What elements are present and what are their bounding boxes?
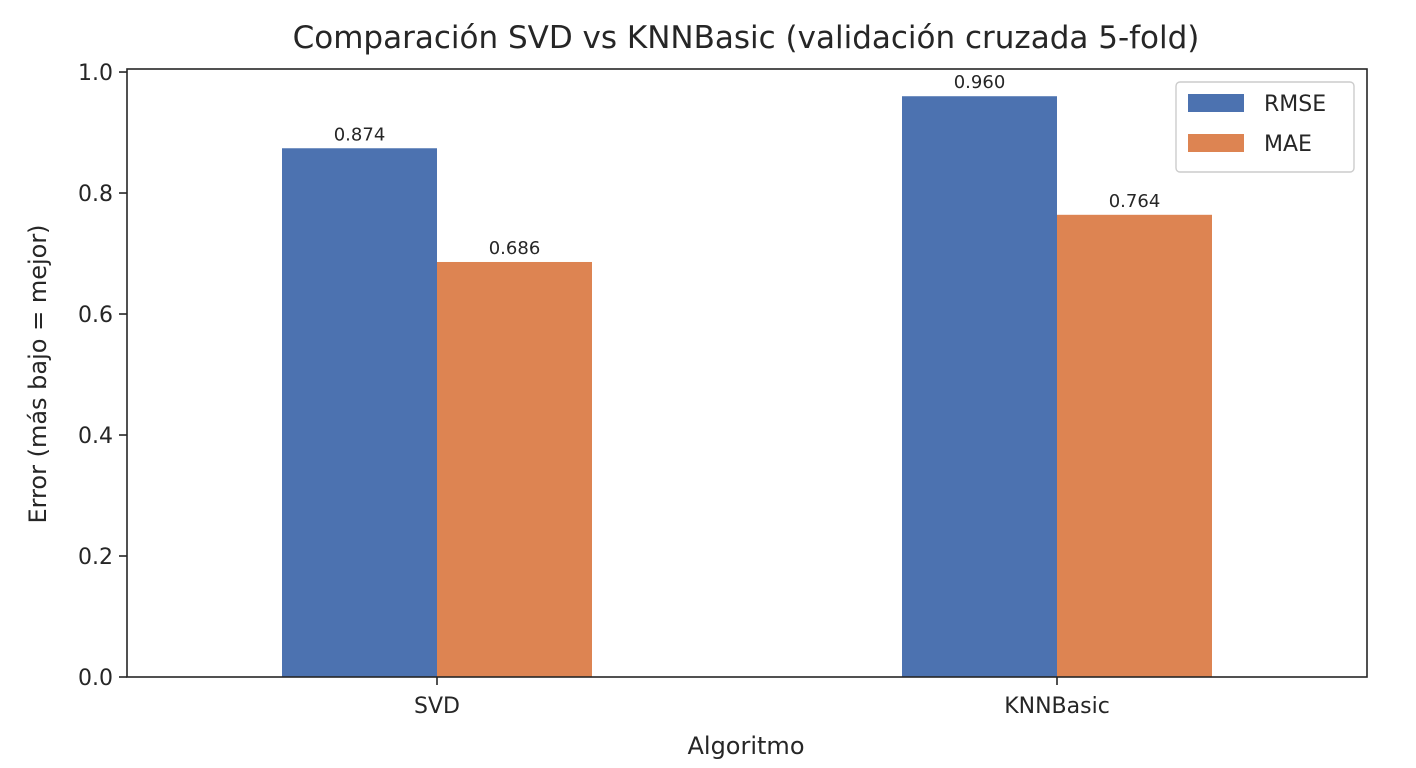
data-label-rmse-knnbasic: 0.960 [954, 72, 1006, 93]
data-label-mae-knnbasic: 0.764 [1109, 191, 1161, 212]
legend-swatch-mae [1188, 134, 1244, 152]
bar-mae-svd [437, 261, 592, 677]
legend-swatch-rmse [1188, 94, 1244, 112]
data-label-mae-svd: 0.686 [489, 238, 541, 259]
data-label-rmse-svd: 0.874 [334, 124, 386, 145]
legend: RMSE MAE [1175, 81, 1355, 173]
y-tick-label-0: 0.0 [78, 666, 113, 691]
bar-rmse-svd [282, 148, 437, 678]
bar-mae-knnbasic [1057, 214, 1212, 677]
y-tick-label-1: 0.2 [78, 545, 113, 570]
y-tick-label-2: 0.4 [78, 424, 113, 449]
axes-frame [126, 68, 1368, 678]
plot-area: 0.874 0.960 0.686 0.764 0.0 0.2 0.4 0.6 0.8 1.0 SV… [78, 61, 1368, 719]
x-tick-label-knnbasic: KNNBasic [1004, 694, 1110, 719]
legend-label-rmse: RMSE [1264, 92, 1326, 117]
x-tick-label-svd: SVD [414, 694, 460, 719]
y-axis-label: Error (más bajo = mejor) [24, 224, 52, 523]
y-tick-label-3: 0.6 [78, 303, 113, 328]
bar-rmse-knnbasic [902, 96, 1057, 677]
y-tick-label-4: 0.8 [78, 182, 113, 207]
y-tick-label-5: 1.0 [78, 61, 113, 86]
chart-title: Comparación SVD vs KNNBasic (validación … [293, 20, 1200, 56]
legend-label-mae: MAE [1264, 132, 1312, 157]
x-axis-label: Algoritmo [687, 732, 804, 760]
